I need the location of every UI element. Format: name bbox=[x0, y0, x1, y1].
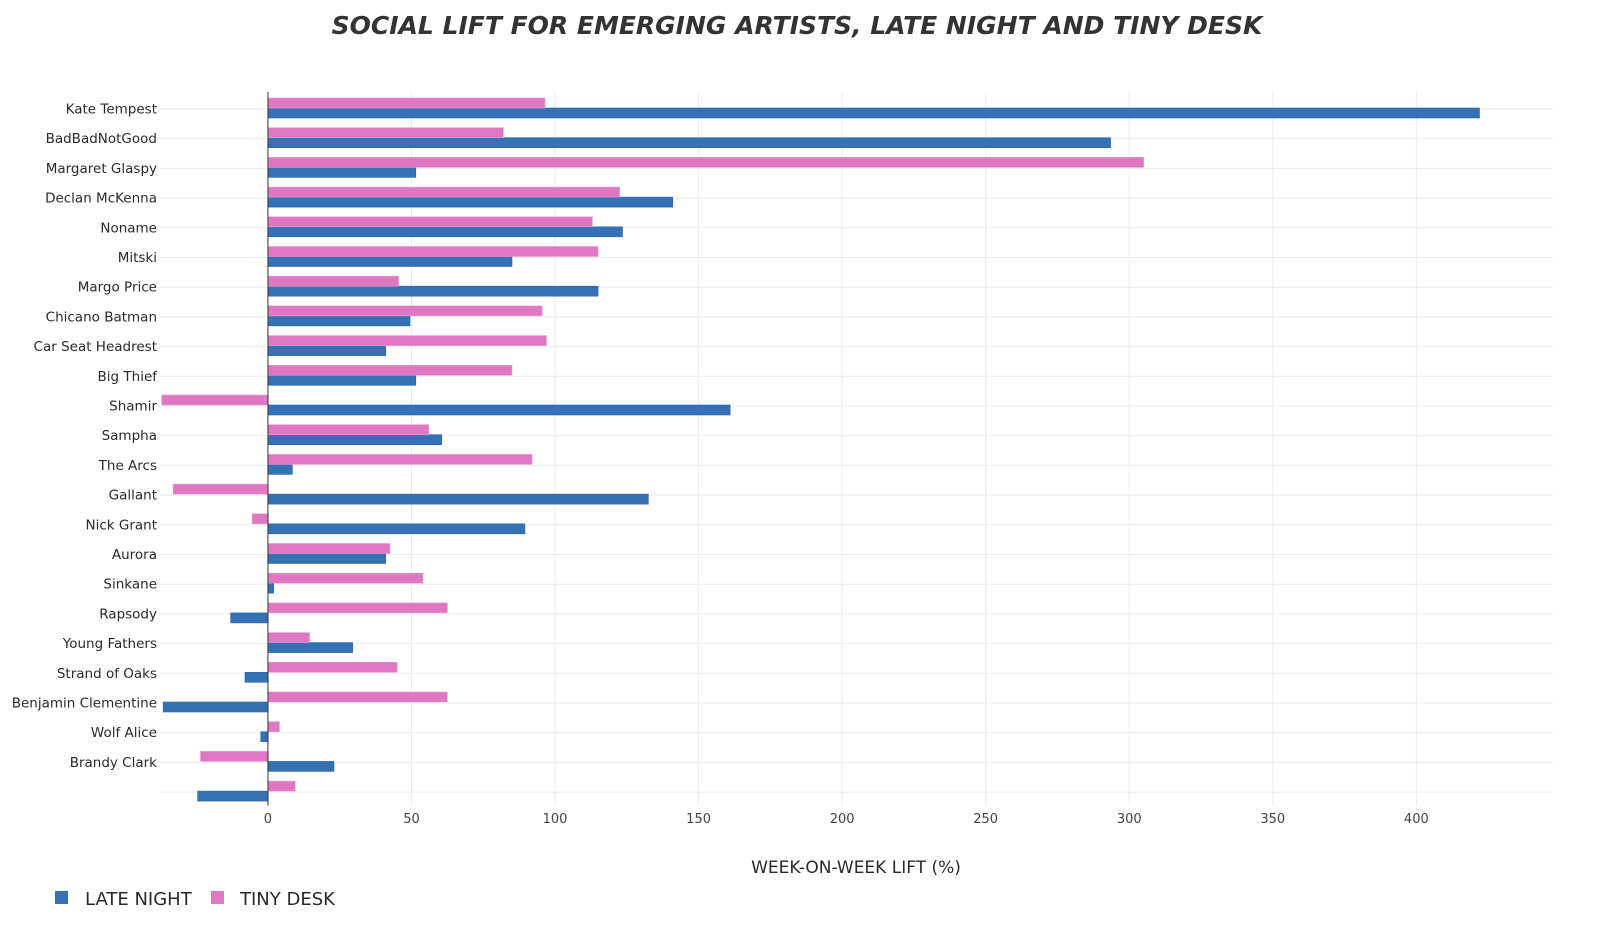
late-night-bar-gallant[interactable] bbox=[267, 493, 649, 505]
late-night-bar-aurora[interactable] bbox=[267, 553, 386, 564]
tiny-desk-bar-benjamin-clementine[interactable] bbox=[267, 691, 448, 703]
x-tick-label: 150 bbox=[686, 812, 711, 827]
late-night-bar-margo-price[interactable] bbox=[267, 285, 599, 297]
chart-title: SOCIAL LIFT FOR EMERGING ARTISTS, LATE N… bbox=[332, 11, 1264, 40]
x-tick-labels: 0 50 100 150 200 250 300 350 400 bbox=[264, 812, 1429, 827]
late-night-bar-chicano-batman[interactable] bbox=[267, 315, 411, 327]
x-tick-label: 100 bbox=[543, 812, 568, 827]
tiny-desk-bar-aurora[interactable] bbox=[267, 543, 391, 554]
x-tick-label: 350 bbox=[1260, 812, 1285, 827]
category-label: Sampha bbox=[102, 428, 157, 444]
tiny-desk-bar-badbadnotgood[interactable] bbox=[267, 127, 504, 138]
category-label: Sinkane bbox=[103, 577, 157, 593]
category-label: Margo Price bbox=[78, 280, 157, 296]
x-tick-label: 250 bbox=[973, 812, 998, 827]
x-tick-label: 50 bbox=[403, 812, 420, 827]
x-tick-label: 0 bbox=[264, 812, 272, 827]
x-tick-label: 200 bbox=[830, 812, 855, 827]
late-night-bar-unlabeled[interactable] bbox=[197, 790, 269, 802]
x-tick-label: 400 bbox=[1404, 812, 1429, 827]
tiny-desk-bar-gallant[interactable] bbox=[172, 483, 269, 495]
tiny-desk-bar-kate-tempest[interactable] bbox=[267, 97, 546, 109]
late-night-bar-sinkane[interactable] bbox=[267, 582, 274, 594]
late-night-bar-strand-of-oaks[interactable] bbox=[244, 671, 269, 683]
tiny-desk-bar-wolf-alice[interactable] bbox=[267, 721, 280, 733]
tiny-desk-bar-sampha[interactable] bbox=[267, 424, 430, 436]
category-label: Aurora bbox=[112, 547, 157, 563]
late-night-bar-kate-tempest[interactable] bbox=[267, 107, 1480, 119]
late-night-bar-car-seat-headrest[interactable] bbox=[267, 345, 386, 356]
late-night-bar-nick-grant[interactable] bbox=[267, 523, 526, 535]
tiny-desk-bar-margo-price[interactable] bbox=[267, 275, 399, 287]
late-night-bar-margaret-glaspy[interactable] bbox=[267, 167, 417, 178]
category-label: The Arcs bbox=[98, 458, 157, 474]
legend-swatch-tiny-desk bbox=[211, 891, 224, 904]
tiny-desk-bar-car-seat-headrest[interactable] bbox=[267, 335, 547, 346]
tiny-desk-bar-young-fathers[interactable] bbox=[267, 632, 310, 643]
tiny-desk-bar-declan-mckenna[interactable] bbox=[267, 186, 620, 198]
category-label: Declan McKenna bbox=[45, 191, 157, 207]
tiny-desk-bar-margaret-glaspy[interactable] bbox=[267, 157, 1144, 168]
x-axis-label: WEEK-ON-WEEK LIFT (%) bbox=[751, 858, 961, 878]
tiny-desk-bar-brandy-clark[interactable] bbox=[200, 751, 269, 762]
category-label: Noname bbox=[100, 220, 157, 236]
category-label: Brandy Clark bbox=[70, 755, 157, 771]
legend-item-late-night[interactable]: LATE NIGHT bbox=[55, 889, 193, 910]
late-night-bar-declan-mckenna[interactable] bbox=[267, 196, 674, 208]
tiny-desk-bar-strand-of-oaks[interactable] bbox=[267, 661, 398, 673]
category-label: Mitski bbox=[118, 250, 157, 266]
category-labels: Kate Tempest BadBadNotGood Margaret Glaspy… bbox=[12, 102, 159, 771]
legend-label-tiny-desk: TINY DESK bbox=[239, 889, 336, 910]
late-night-bar-noname[interactable] bbox=[267, 226, 623, 238]
category-label: Shamir bbox=[109, 399, 157, 415]
category-label: Strand of Oaks bbox=[57, 666, 157, 682]
category-label: Gallant bbox=[109, 488, 157, 504]
tiny-desk-bar-sinkane[interactable] bbox=[267, 572, 424, 584]
category-label: Kate Tempest bbox=[66, 102, 157, 118]
late-night-bar-sampha[interactable] bbox=[267, 434, 442, 446]
category-label: Rapsody bbox=[99, 606, 157, 622]
x-tick-label: 300 bbox=[1117, 812, 1142, 827]
tiny-desk-bar-shamir[interactable] bbox=[161, 394, 269, 406]
category-label: Wolf Alice bbox=[91, 725, 157, 741]
bars bbox=[161, 97, 1480, 802]
tiny-desk-bar-mitski[interactable] bbox=[267, 246, 599, 257]
late-night-bar-wolf-alice[interactable] bbox=[260, 731, 269, 743]
category-label: Chicano Batman bbox=[46, 309, 157, 325]
late-night-bar-benjamin-clementine[interactable] bbox=[162, 701, 269, 713]
tiny-desk-bar-the-arcs[interactable] bbox=[267, 454, 533, 465]
late-night-bar-badbadnotgood[interactable] bbox=[267, 137, 1111, 148]
late-night-bar-shamir[interactable] bbox=[267, 404, 731, 416]
legend-item-tiny-desk[interactable]: TINY DESK bbox=[211, 889, 336, 910]
tiny-desk-bar-big-thief[interactable] bbox=[267, 364, 513, 376]
category-label: Car Seat Headrest bbox=[34, 339, 157, 355]
category-label: BadBadNotGood bbox=[46, 131, 157, 147]
tiny-desk-bar-unlabeled[interactable] bbox=[267, 780, 296, 792]
legend-swatch-late-night bbox=[55, 891, 68, 904]
late-night-bar-young-fathers[interactable] bbox=[267, 642, 353, 653]
late-night-bar-the-arcs[interactable] bbox=[267, 464, 293, 475]
legend: LATE NIGHT TINY DESK bbox=[55, 889, 336, 910]
tiny-desk-bar-nick-grant[interactable] bbox=[251, 513, 269, 525]
category-label: Benjamin Clementine bbox=[12, 696, 157, 712]
category-label: Young Fathers bbox=[62, 636, 157, 652]
late-night-bar-rapsody[interactable] bbox=[230, 612, 269, 624]
tiny-desk-bar-noname[interactable] bbox=[267, 216, 593, 228]
late-night-bar-big-thief[interactable] bbox=[267, 374, 417, 386]
category-label: Margaret Glaspy bbox=[46, 161, 157, 177]
category-label: Nick Grant bbox=[85, 517, 157, 533]
late-night-bar-mitski[interactable] bbox=[267, 256, 513, 267]
tiny-desk-bar-chicano-batman[interactable] bbox=[267, 305, 543, 317]
category-label: Big Thief bbox=[98, 369, 159, 385]
late-night-bar-brandy-clark[interactable] bbox=[267, 761, 335, 772]
legend-label-late-night: LATE NIGHT bbox=[85, 889, 193, 910]
tiny-desk-bar-rapsody[interactable] bbox=[267, 602, 448, 614]
